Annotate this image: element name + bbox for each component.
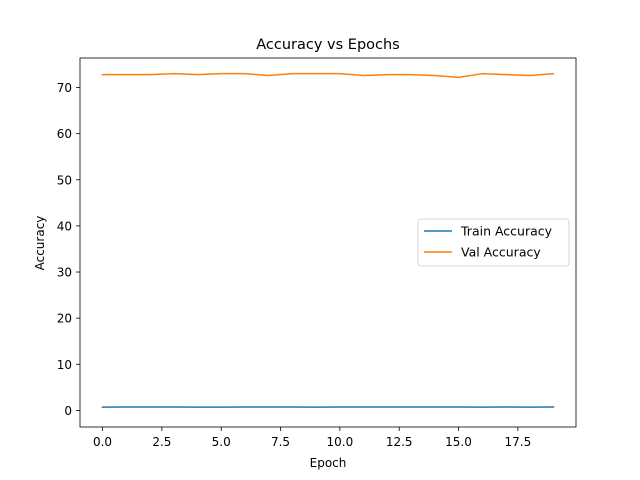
x-tick-label: 5.0 <box>212 435 231 449</box>
y-tick-label: 60 <box>57 127 72 141</box>
y-tick-label: 40 <box>57 219 72 233</box>
x-tick-label: 7.5 <box>271 435 290 449</box>
plot-area: 0.0 2.5 5.0 7.5 10.0 12.5 15.0 17.5 0 10 20 30 40 50 6… <box>57 57 577 449</box>
legend-box <box>417 218 570 267</box>
y-tick-label: 0 <box>64 404 72 418</box>
series-line-val-accuracy <box>101 72 555 79</box>
legend-label-val-accuracy: Val Accuracy <box>461 245 541 260</box>
x-axis-label: Epoch <box>310 456 347 470</box>
axes-frame <box>79 57 577 428</box>
y-tick-label: 10 <box>57 358 72 372</box>
y-tick-label: 20 <box>57 312 72 326</box>
y-tick-label: 50 <box>57 173 72 187</box>
x-tick-label: 15.0 <box>445 435 472 449</box>
y-tick-label: 70 <box>57 81 72 95</box>
y-tick-label: 30 <box>57 266 72 280</box>
x-tick-label: 10.0 <box>327 435 354 449</box>
x-tick-label: 0.0 <box>93 435 112 449</box>
y-axis-label: Accuracy <box>33 216 47 271</box>
x-tick-label: 17.5 <box>504 435 531 449</box>
chart-title: Accuracy vs Epochs <box>256 37 400 53</box>
legend-label-train-accuracy: Train Accuracy <box>460 224 553 239</box>
x-tick-label: 12.5 <box>386 435 413 449</box>
x-tick-label: 2.5 <box>152 435 171 449</box>
